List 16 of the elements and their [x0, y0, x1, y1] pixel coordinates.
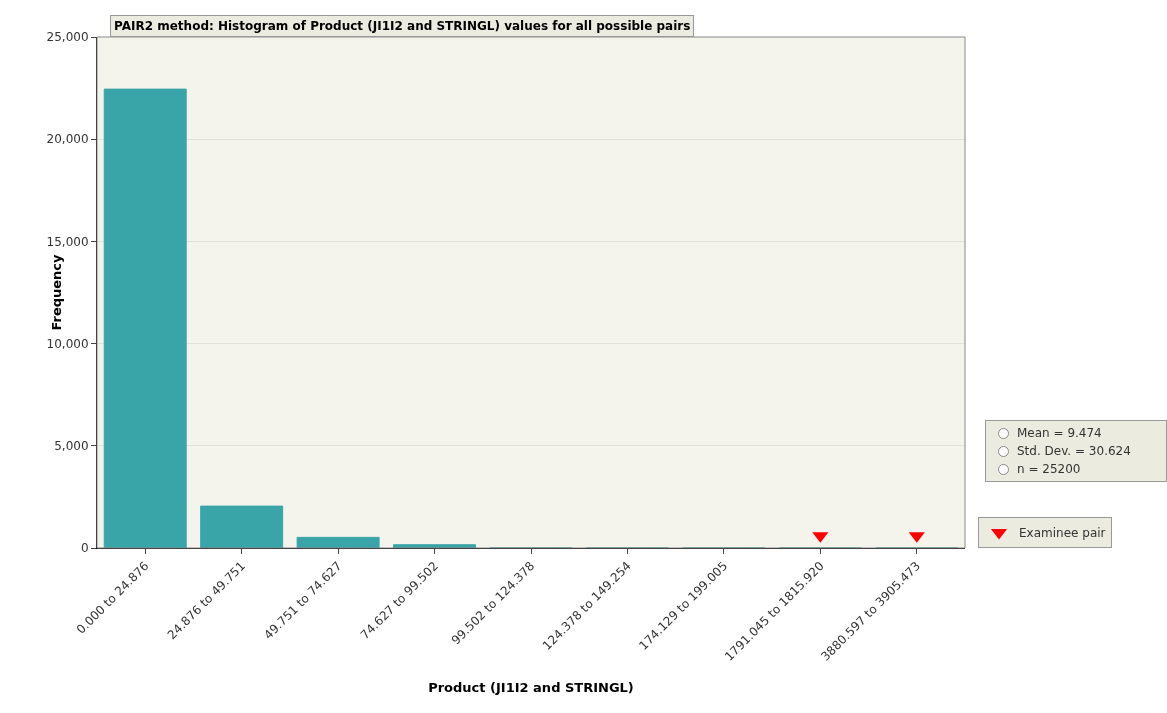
legend-label: Examinee pair: [1019, 526, 1106, 541]
y-tick-label: 20,000: [46, 132, 89, 147]
y-tick-label: 25,000: [46, 30, 89, 45]
y-tick-label: 15,000: [46, 234, 89, 249]
y-tick-label: 5,000: [54, 439, 89, 453]
bar: [296, 536, 380, 548]
text: Std. Dev. = 30.624: [1017, 444, 1131, 458]
bar: [200, 505, 284, 548]
bar: [103, 88, 187, 548]
chart-title: PAIR2 method: Histogram of Product (JI1I2 and STRINGL) values for all possible pairs: [114, 19, 691, 33]
x-axis-title: Product (JI1I2 and STRINGL): [428, 680, 634, 696]
y-tick-label: 10,000: [46, 336, 89, 351]
text: Mean = 9.474: [1017, 426, 1102, 440]
y-axis-title: Frequency: [49, 253, 64, 331]
y-tick-label: 0: [80, 541, 89, 556]
text: n = 25200: [1017, 462, 1081, 476]
